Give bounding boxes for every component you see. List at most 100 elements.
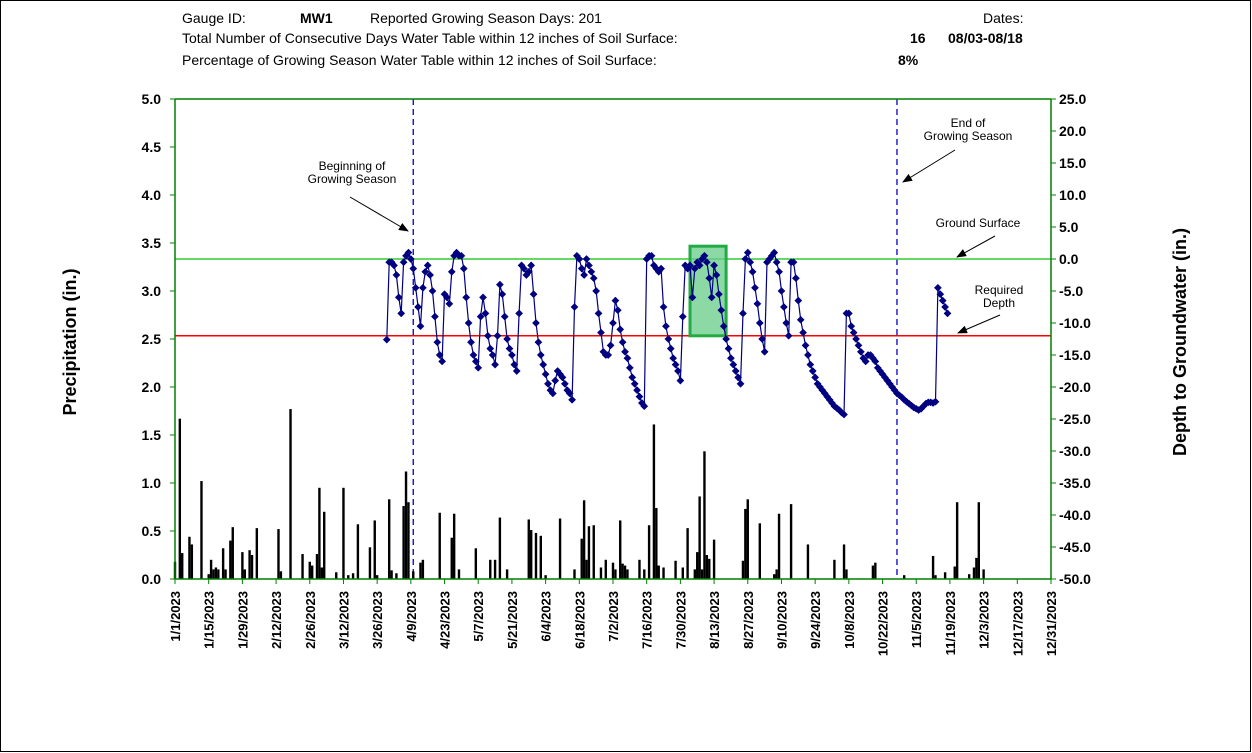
groundwater-point [503,335,512,343]
precipitation-bar [775,569,778,579]
groundwater-point [871,357,880,366]
groundwater-point [495,280,504,289]
precipitation-bar [619,520,622,579]
groundwater-point [474,363,483,372]
groundwater-point [471,357,480,366]
right-tick-label: 20.0 [1059,123,1086,139]
groundwater-point [676,376,685,385]
x-tick-label: 2/26/2023 [303,591,318,649]
groundwater-point [760,347,769,356]
precipitation-bar [347,575,350,579]
right-tick-label: -20.0 [1059,379,1091,395]
groundwater-point [505,344,514,353]
right-axis-ticks: -50.0 -45.0 -40.0 -35.0 -30.0 -25.0 -20.0 -15.0… [1051,91,1091,587]
groundwater-point [406,255,415,263]
consecutive-dates: 08/03-08/18 [948,30,1023,46]
groundwater-point [726,354,735,363]
left-tick-label: 3.5 [142,235,162,251]
precipitation-bar [289,409,292,579]
precipitation-bar [323,511,326,579]
precipitation-bar [368,547,372,579]
precipitation-bar [953,566,956,579]
groundwater-point [479,293,487,302]
x-tick-label: 4/9/2023 [404,591,419,642]
precipitation-bar [643,569,646,579]
precipitation-bar [777,513,781,579]
end-season-label: End of [951,116,986,130]
precipitation-bar [703,451,706,579]
groundwater-point [700,251,709,260]
precipitation-bar [212,569,215,579]
groundwater-point [669,354,678,363]
groundwater-point [707,293,716,302]
groundwater-point [433,338,442,347]
right-tick-label: -50.0 [1059,571,1091,587]
groundwater-point [512,367,521,375]
precipitation-bar [638,559,641,579]
groundwater-point [447,267,456,276]
groundwater-point [565,389,574,398]
right-tick-label: -5.0 [1059,283,1083,299]
precipitation-bar [539,535,543,579]
precipitation-bar [390,570,393,579]
groundwater-point [943,309,952,318]
precipitation-bar [806,544,810,579]
x-tick-label: 12/3/2023 [977,591,992,649]
groundwater-point [695,261,704,270]
groundwater-point [592,287,601,295]
precipitation-bar [188,536,191,579]
right-tick-label: 25.0 [1059,91,1086,107]
precipitation-bar [505,569,509,579]
precipitation-bar [657,565,660,579]
precipitation-bar [842,544,846,579]
groundwater-point [507,351,516,359]
precipitation-bar [592,525,595,579]
precipitation-bar [190,544,194,579]
groundwater-point [852,335,861,343]
precipitation-bar [255,528,259,579]
right-tick-label: 10.0 [1059,187,1086,203]
groundwater-point [409,264,418,273]
groundwater-point [671,360,680,369]
groundwater-point [544,379,552,388]
right-tick-label: -35.0 [1059,475,1091,491]
groundwater-point [558,373,567,382]
percentage-value: 8% [898,52,919,68]
right-tick-label: -10.0 [1059,315,1091,331]
groundwater-point [541,370,550,379]
precipitation-bar [972,567,976,579]
groundwater-point [674,367,682,375]
groundwater-point [941,303,950,311]
precipitation-bar [395,573,398,579]
x-tick-label: 5/7/2023 [471,591,486,642]
groundwater-point [734,373,743,382]
right-tick-label: 5.0 [1059,219,1079,235]
groundwater-point [657,264,666,273]
groundwater-point [753,299,762,308]
groundwater-point [623,354,632,363]
groundwater-point [423,261,432,270]
groundwater-point [616,325,625,334]
left-tick-label: 2.0 [142,379,162,395]
precipitation-bar [404,471,408,579]
groundwater-point [392,271,401,279]
groundwater-point [568,395,577,404]
x-tick-label: 9/24/2023 [808,591,823,649]
right-tick-label: -15.0 [1059,347,1091,363]
groundwater-point [464,319,473,327]
precipitation-bar [982,569,985,579]
groundwater-point [594,309,603,318]
groundwater-point [666,344,675,353]
precipitation-bar [200,481,203,579]
groundwater-point [394,293,403,302]
x-tick-label: 3/12/2023 [336,591,351,649]
groundwater-point [584,261,593,270]
x-tick-label: 10/8/2023 [842,591,857,649]
left-tick-label: 4.0 [142,187,162,203]
precipitation-bar [674,560,677,579]
groundwater-point [459,264,468,273]
groundwater-point [936,290,945,299]
groundwater-point [587,267,596,276]
end-season-label: Growing Season [924,129,1013,143]
left-tick-label: 1.0 [142,475,162,491]
